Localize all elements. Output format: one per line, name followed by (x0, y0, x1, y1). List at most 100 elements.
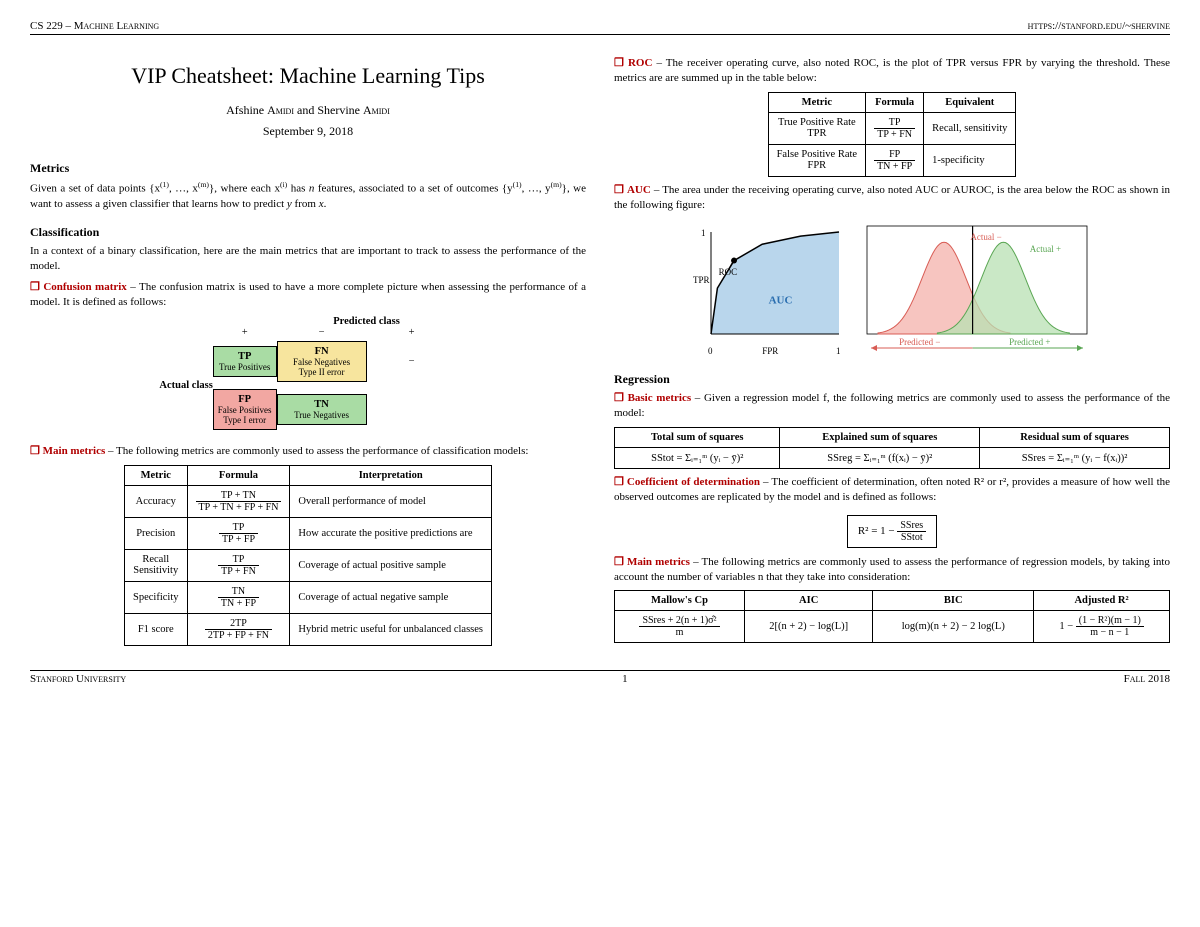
th: Adjusted R² (1034, 591, 1170, 611)
th: Explained sum of squares (780, 428, 980, 448)
ss-table: Total sum of squares Explained sum of sq… (614, 427, 1170, 469)
table-row: SSres + 2(n + 1)σ̂²m 2[(n + 2) − log(L)]… (615, 611, 1170, 643)
term-label: Confusion matrix (43, 281, 127, 293)
ss-res: SSres = Σᵢ₌₁ᵐ (yᵢ − f(xᵢ))² (980, 448, 1170, 469)
bullet-icon: ❒ (614, 556, 624, 568)
roc-equiv: 1-specificity (924, 144, 1016, 176)
col-plus: + (213, 327, 277, 338)
th: Mallow's Cp (615, 591, 745, 611)
header-right: https://stanford.edu/~shervine (1028, 20, 1170, 32)
bullet-icon: ❒ (30, 281, 40, 293)
th: Metric (768, 92, 866, 112)
metric-interp: Overall performance of model (290, 485, 492, 517)
cell-tn: TNTrue Negatives (277, 394, 367, 425)
bullet-icon: ❒ (614, 184, 624, 196)
bic: log(m)(n + 2) − 2 log(L) (873, 611, 1034, 643)
roc-table: Metric Formula Equivalent True Positive … (768, 92, 1017, 177)
term-label: Coefficient of determination (627, 476, 760, 488)
term-label: AUC (627, 184, 651, 196)
table-row: SpecificityTNTN + FPCoverage of actual n… (125, 581, 492, 613)
auc-para: ❒ AUC – The area under the receiving ope… (614, 183, 1170, 213)
table-row: PrecisionTPTP + FPHow accurate the posit… (125, 517, 492, 549)
bullet-icon: ❒ (614, 476, 624, 488)
metric-name: Recall Sensitivity (125, 549, 188, 581)
metric-name: Specificity (125, 581, 188, 613)
auc-figures: ROCAUCFPRTPR011 Actual −Actual +Predicte… (614, 218, 1170, 358)
table-row: True Positive RateTPRTPTP + FNRecall, se… (768, 112, 1016, 144)
metric-interp: How accurate the positive predictions ar… (290, 517, 492, 549)
author-surname: Amidi (363, 103, 390, 117)
th: AIC (745, 591, 873, 611)
author-text: and Shervine (294, 103, 363, 117)
svg-text:1: 1 (701, 228, 706, 238)
roc-formula: TPTP + FN (866, 112, 924, 144)
metric-interp: Hybrid metric useful for unbalanced clas… (290, 613, 492, 645)
table-row: AccuracyTP + TNTP + TN + FP + FNOverall … (125, 485, 492, 517)
page-footer: Stanford University 1 Fall 2018 (30, 670, 1170, 685)
cell-tp: TPTrue Positives (213, 346, 277, 377)
metric-formula: TPTP + FN (187, 549, 290, 581)
r2-formula: R² = 1 − SSresSStot (614, 511, 1170, 552)
roc-curve-figure: ROCAUCFPRTPR011 (687, 218, 847, 358)
svg-text:FPR: FPR (762, 346, 778, 356)
table-row: Recall SensitivityTPTP + FNCoverage of a… (125, 549, 492, 581)
term-label: Main metrics (43, 445, 106, 457)
svg-text:Predicted −: Predicted − (899, 337, 940, 347)
regression-heading: Regression (614, 372, 1170, 387)
main-metrics-para: ❒ Main metrics – The following metrics a… (30, 444, 586, 459)
author-surname: Amidi (267, 103, 294, 117)
footer-right: Fall 2018 (1124, 673, 1170, 685)
cell-fp: FPFalse PositivesType I error (213, 389, 277, 430)
term-label: ROC (628, 57, 652, 69)
footer-left: Stanford University (30, 673, 126, 685)
classification-metrics-table: Metric Formula Interpretation AccuracyTP… (124, 465, 492, 646)
th-metric: Metric (125, 465, 188, 485)
table-row: False Positive RateFPRFPTN + FP1-specifi… (768, 144, 1016, 176)
metric-interp: Coverage of actual negative sample (290, 581, 492, 613)
svg-text:TPR: TPR (693, 275, 710, 285)
actual-label: Actual class (159, 380, 212, 391)
th: Formula (866, 92, 924, 112)
left-column: VIP Cheatsheet: Machine Learning Tips Af… (30, 53, 586, 652)
roc-formula: FPTN + FP (866, 144, 924, 176)
confusion-matrix: Predicted class Actual class + − + TPTru… (30, 316, 586, 434)
page-header: CS 229 – Machine Learning https://stanfo… (30, 20, 1170, 35)
table-row: F1 score2TP2TP + FP + FNHybrid metric us… (125, 613, 492, 645)
svg-text:1: 1 (836, 346, 841, 356)
metric-formula: TPTP + FP (187, 517, 290, 549)
basic-metrics-para: ❒ Basic metrics – Given a regression mod… (614, 391, 1170, 421)
bullet-icon: ❒ (30, 445, 40, 457)
aic: 2[(n + 2) − log(L)] (745, 611, 873, 643)
mallows-cp: SSres + 2(n + 1)σ̂²m (615, 611, 745, 643)
svg-text:Actual +: Actual + (1030, 244, 1061, 254)
reg-main-para: ❒ Main metrics – The following metrics a… (614, 555, 1170, 585)
confusion-para: ❒ Confusion matrix – The confusion matri… (30, 280, 586, 310)
term-text: – The receiver operating curve, also not… (614, 57, 1170, 84)
cell-fn: FNFalse NegativesType II error (277, 341, 367, 382)
classification-intro: In a context of a binary classification,… (30, 244, 586, 274)
th: Equivalent (924, 92, 1016, 112)
right-column: ❒ ROC – The receiver operating curve, al… (614, 53, 1170, 652)
col-minus: − (277, 327, 367, 338)
metric-formula: TP + TNTP + TN + FP + FN (187, 485, 290, 517)
ss-reg: SSreg = Σᵢ₌₁ᵐ (f(xᵢ) − ȳ)² (780, 448, 980, 469)
adjusted-r2: 1 − (1 − R²)(m − 1)m − n − 1 (1034, 611, 1170, 643)
metric-name: F1 score (125, 613, 188, 645)
term-text: – The area under the receiving operating… (614, 184, 1170, 211)
author-text: Afshine (226, 103, 267, 117)
footer-center: 1 (622, 673, 628, 685)
header-left: CS 229 – Machine Learning (30, 20, 159, 32)
term-text: – The following metrics are commonly use… (614, 556, 1170, 583)
row-minus: − (367, 356, 457, 367)
metric-name: Accuracy (125, 485, 188, 517)
roc-para: ❒ ROC – The receiver operating curve, al… (614, 56, 1170, 86)
metric-formula: TNTN + FP (187, 581, 290, 613)
page-title: VIP Cheatsheet: Machine Learning Tips (30, 63, 586, 89)
classification-heading: Classification (30, 225, 586, 240)
metrics-intro: Given a set of data points {x(1), …, x(m… (30, 180, 586, 211)
coef-para: ❒ Coefficient of determination – The coe… (614, 475, 1170, 505)
svg-text:ROC: ROC (719, 267, 738, 277)
r2-den: SStot (897, 532, 926, 543)
regression-metrics-table: Mallow's Cp AIC BIC Adjusted R² SSres + … (614, 590, 1170, 643)
th-interp: Interpretation (290, 465, 492, 485)
